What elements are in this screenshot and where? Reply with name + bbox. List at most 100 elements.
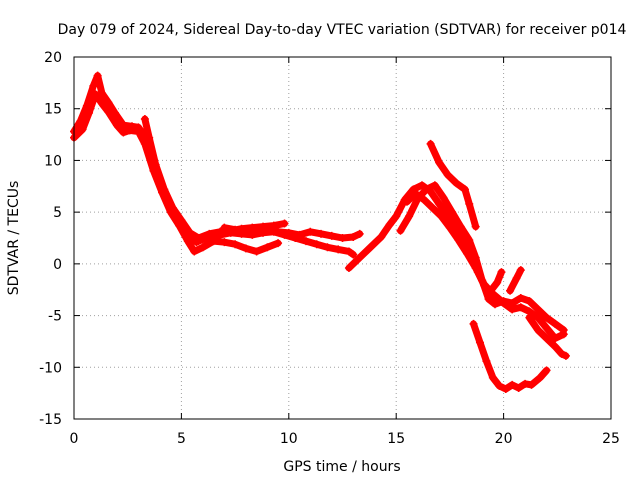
data-point: [557, 349, 566, 358]
series-arc-c: [140, 115, 289, 242]
data-point: [493, 278, 502, 287]
data-point: [551, 319, 560, 328]
y-axis-label: SDTVAR / TECUs: [6, 181, 22, 296]
data-point: [317, 229, 326, 238]
data-point: [134, 127, 143, 136]
data-point: [349, 232, 358, 241]
x-tick-label: 5: [177, 431, 186, 447]
series-band: [141, 115, 289, 242]
data-point: [241, 244, 250, 253]
data-point: [145, 133, 154, 142]
data-point: [97, 99, 106, 108]
data-point: [426, 139, 435, 148]
data-point: [274, 227, 283, 236]
data-point: [252, 224, 261, 233]
data-point: [231, 240, 240, 249]
data-point: [475, 338, 484, 347]
data-point: [561, 351, 570, 360]
data-point: [78, 125, 87, 134]
data-point: [327, 231, 336, 240]
data-point: [480, 280, 489, 289]
data-point: [89, 81, 98, 90]
data-point: [514, 383, 523, 392]
data-point: [295, 230, 304, 239]
data-point: [469, 319, 478, 328]
data-point: [551, 342, 560, 351]
data-point: [140, 115, 149, 124]
data-point: [231, 225, 240, 234]
data-point: [349, 250, 358, 259]
data-point: [263, 243, 272, 252]
data-point: [516, 266, 525, 275]
data-point: [463, 249, 472, 258]
data-point: [402, 197, 411, 206]
series-arc-h: [402, 189, 506, 306]
data-point: [536, 373, 545, 382]
data-point: [422, 185, 431, 194]
data-point: [97, 89, 106, 98]
data-point: [93, 71, 102, 80]
data-point: [542, 323, 551, 332]
data-point: [495, 381, 504, 390]
data-point: [512, 274, 521, 283]
series-arc-f: [344, 181, 568, 343]
data-point: [185, 228, 194, 237]
data-point: [508, 299, 517, 308]
data-point: [119, 128, 128, 137]
data-point: [344, 247, 353, 256]
data-point: [465, 199, 474, 208]
data-point: [527, 380, 536, 389]
data-point: [465, 236, 474, 245]
data-point: [491, 300, 500, 309]
data-point: [488, 373, 497, 382]
y-tick-label: -10: [39, 360, 62, 376]
data-point: [420, 195, 429, 204]
y-tick-label: 10: [44, 153, 62, 169]
series-band: [470, 320, 551, 393]
y-tick-label: 0: [53, 257, 62, 273]
data-point: [542, 313, 551, 322]
data-point: [454, 236, 463, 245]
series-arc-m: [525, 313, 570, 360]
data-point: [521, 379, 530, 388]
data-point: [183, 237, 192, 246]
data-point: [482, 357, 491, 366]
y-tick-label: 5: [53, 205, 62, 221]
data-point: [430, 181, 439, 190]
chart-title: Day 079 of 2024, Sidereal Day-to-day VTE…: [58, 22, 627, 38]
data-point: [252, 247, 261, 256]
axis-ticks: 0 5 10 15 20 25 -15 -10 -5 0 5 10 15 20: [39, 50, 620, 447]
data-point: [334, 245, 343, 254]
data-point: [437, 212, 446, 221]
data-point: [392, 212, 401, 221]
data-point: [516, 303, 525, 312]
data-point: [542, 334, 551, 343]
series-band: [396, 181, 568, 334]
data-point: [542, 366, 551, 375]
data-point: [198, 243, 207, 252]
data-point: [497, 297, 506, 306]
data-point: [533, 313, 542, 322]
data-point: [312, 240, 321, 249]
x-tick-label: 10: [280, 431, 298, 447]
data-point: [525, 297, 534, 306]
data-point: [280, 219, 289, 228]
data-point: [112, 121, 121, 130]
y-tick-label: -5: [48, 309, 62, 325]
data-point: [456, 222, 465, 231]
data-point: [501, 385, 510, 394]
data-point: [417, 181, 426, 190]
data-point: [443, 170, 452, 179]
data-series-layer: [70, 71, 570, 394]
data-point: [263, 225, 272, 234]
data-point: [205, 232, 214, 241]
data-point: [435, 158, 444, 167]
data-point: [411, 189, 420, 198]
series-arc-i: [426, 139, 480, 231]
data-point: [160, 185, 169, 194]
x-axis-label: GPS time / hours: [283, 459, 400, 475]
data-point: [323, 243, 332, 252]
data-point: [525, 313, 534, 322]
plot-frame: [73, 56, 612, 420]
